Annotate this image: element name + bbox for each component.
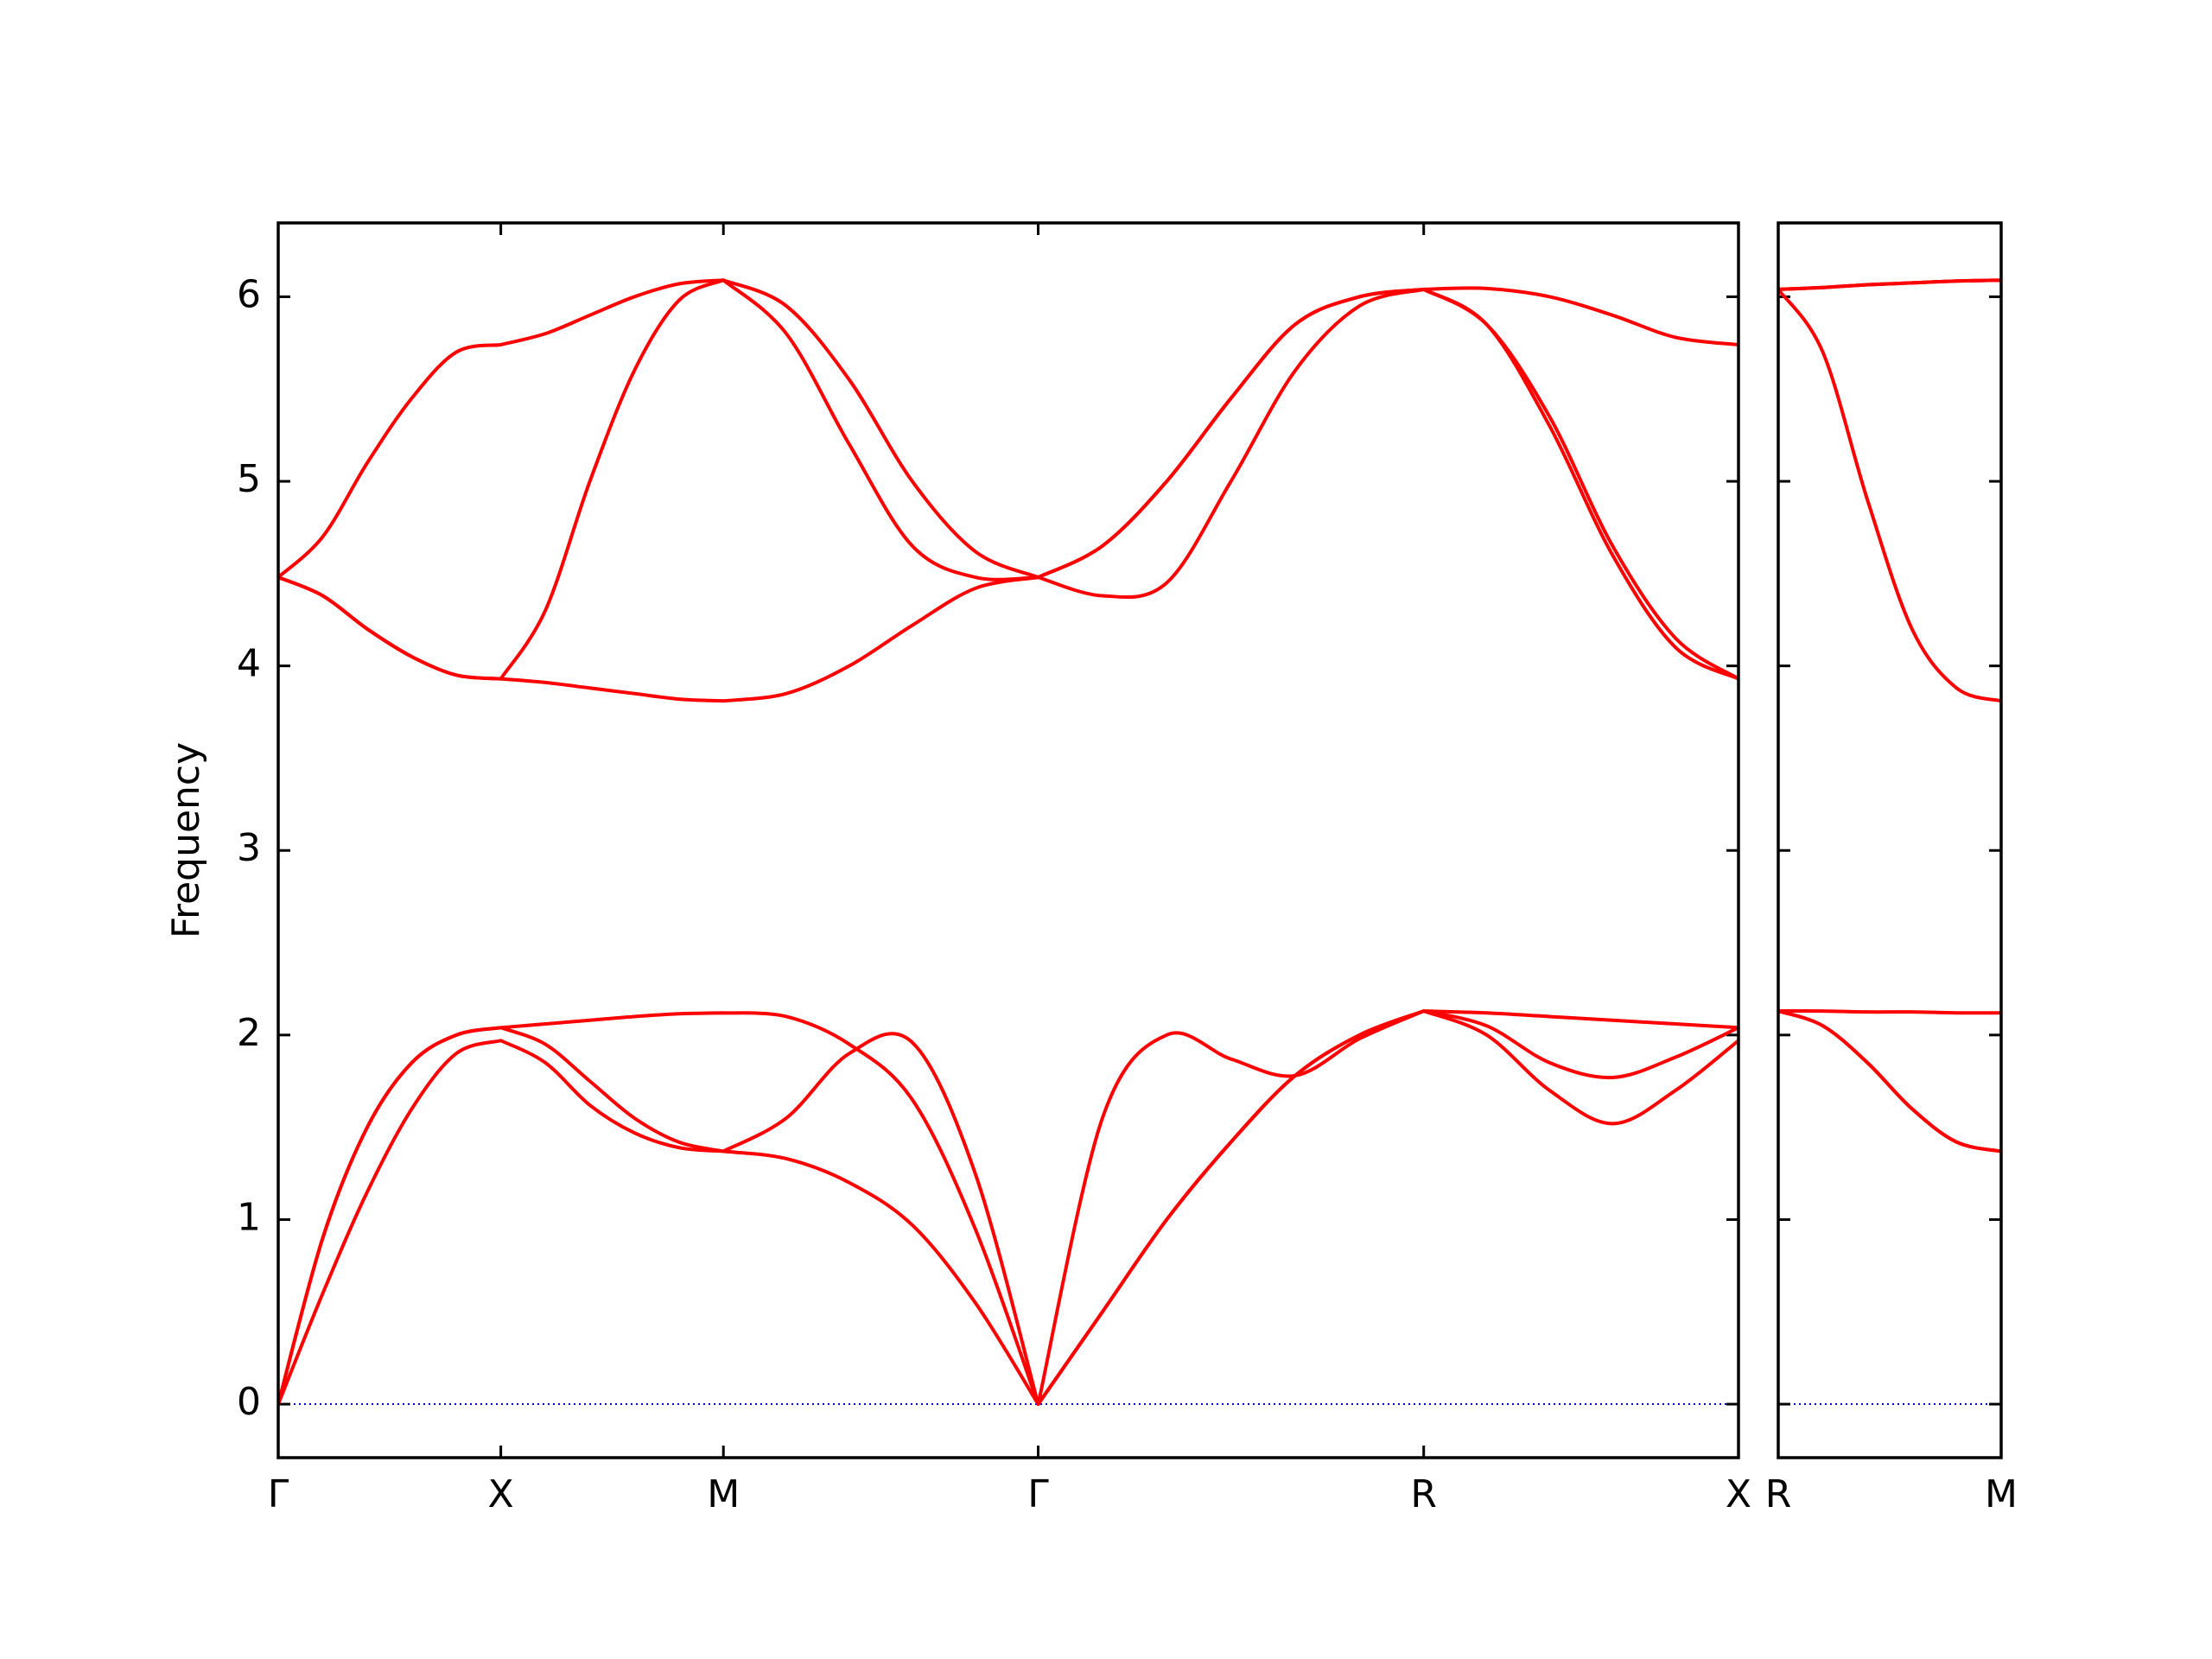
band-line (278, 287, 1738, 703)
y-axis-label: Frequency (164, 742, 208, 938)
y-tick-label: 1 (237, 1195, 261, 1239)
y-tick-label: 5 (237, 457, 261, 501)
x-tick-label: R (1410, 1472, 1437, 1516)
band-line (278, 278, 1738, 681)
x-tick-label: Γ (268, 1472, 289, 1516)
band-line (1778, 1009, 2001, 1015)
x-tick-label: X (488, 1472, 514, 1516)
band-line (278, 278, 1738, 580)
x-tick-label: M (1985, 1472, 2018, 1516)
x-tick-label: M (707, 1472, 740, 1516)
y-tick-label: 0 (237, 1380, 261, 1424)
y-tick-label: 4 (237, 642, 261, 686)
x-tick-label: R (1765, 1472, 1792, 1516)
y-tick-label: 6 (237, 272, 261, 316)
x-tick-label: Γ (1027, 1472, 1049, 1516)
band-line (278, 1009, 1738, 1407)
axes-frame (276, 221, 1740, 1459)
y-tick-label: 2 (237, 1011, 261, 1055)
x-tick-label: X (1726, 1472, 1751, 1516)
band-line (278, 1009, 1738, 1407)
band-line (1778, 1009, 2001, 1154)
axes-frame (1777, 221, 2003, 1459)
y-tick-label: 3 (237, 826, 261, 870)
band-line (1778, 278, 2001, 291)
band-line (1778, 1009, 2001, 1154)
band-line (278, 1009, 1738, 1407)
band-line (1778, 288, 2001, 703)
